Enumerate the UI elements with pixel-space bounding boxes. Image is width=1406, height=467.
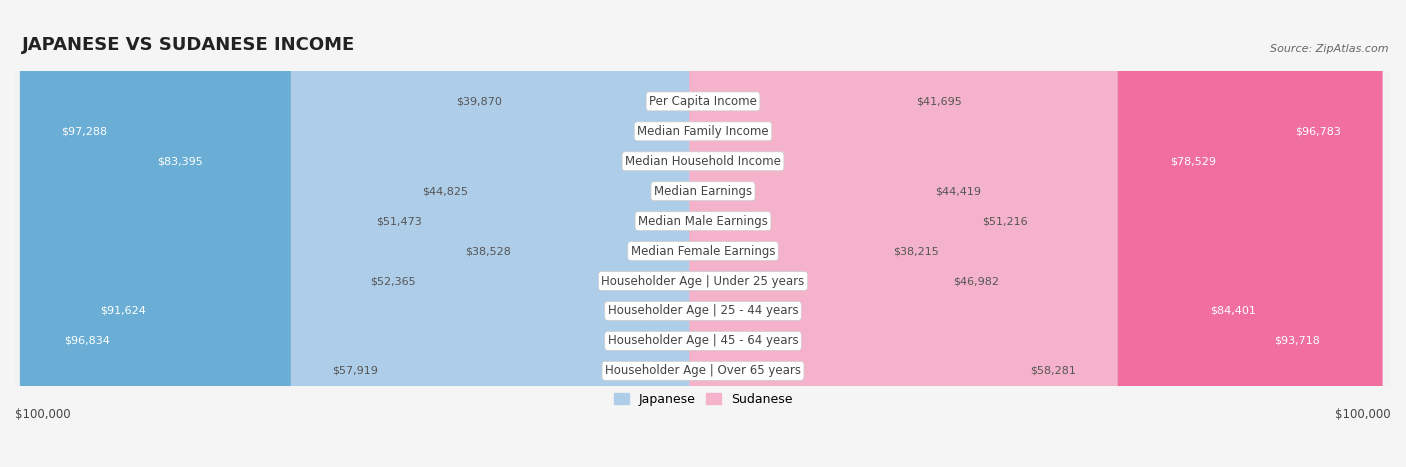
FancyBboxPatch shape [689,0,1257,467]
Text: $96,834: $96,834 [65,336,110,346]
Text: Median Male Earnings: Median Male Earnings [638,215,768,227]
Text: Householder Age | 25 - 44 years: Householder Age | 25 - 44 years [607,304,799,318]
Text: $38,528: $38,528 [465,246,512,256]
Text: Per Capita Income: Per Capita Income [650,95,756,108]
FancyBboxPatch shape [20,0,717,467]
FancyBboxPatch shape [689,0,1361,467]
Text: $93,718: $93,718 [1274,336,1320,346]
Text: Householder Age | Over 65 years: Householder Age | Over 65 years [605,364,801,377]
Text: Per Capita Income: Per Capita Income [650,95,756,108]
Text: Median Earnings: Median Earnings [654,185,752,198]
Text: Median Earnings: Median Earnings [654,185,752,198]
Text: Householder Age | Over 65 years: Householder Age | Over 65 years [605,364,801,377]
FancyBboxPatch shape [59,0,717,467]
Text: $39,870: $39,870 [456,96,502,106]
FancyBboxPatch shape [689,0,1004,467]
Text: Median Household Income: Median Household Income [626,155,780,168]
Text: $78,529: $78,529 [1170,156,1216,166]
Text: $100,000: $100,000 [1336,408,1391,421]
Text: Median Female Earnings: Median Female Earnings [631,245,775,258]
FancyBboxPatch shape [689,0,1298,467]
Text: $52,365: $52,365 [370,276,416,286]
Text: $44,825: $44,825 [422,186,468,196]
Text: $38,215: $38,215 [893,246,938,256]
FancyBboxPatch shape [689,0,980,467]
Text: Median Family Income: Median Family Income [637,125,769,138]
Text: $96,783: $96,783 [1295,127,1341,136]
Text: $44,419: $44,419 [935,186,981,196]
FancyBboxPatch shape [22,0,717,467]
Text: $100,000: $100,000 [15,408,70,421]
Text: $84,401: $84,401 [1211,306,1256,316]
Text: $97,288: $97,288 [62,127,107,136]
Text: Householder Age | 25 - 44 years: Householder Age | 25 - 44 years [607,304,799,318]
FancyBboxPatch shape [689,0,1382,467]
FancyBboxPatch shape [291,0,717,467]
Text: Householder Age | Under 25 years: Householder Age | Under 25 years [602,275,804,288]
Text: Median Household Income: Median Household Income [626,155,780,168]
Text: Median Female Earnings: Median Female Earnings [631,245,775,258]
FancyBboxPatch shape [415,0,717,467]
Text: $57,919: $57,919 [332,366,378,376]
Text: Householder Age | Under 25 years: Householder Age | Under 25 years [602,275,804,288]
Text: $58,281: $58,281 [1031,366,1077,376]
FancyBboxPatch shape [689,0,1118,467]
Text: $51,473: $51,473 [377,216,422,226]
FancyBboxPatch shape [425,0,717,467]
FancyBboxPatch shape [329,0,717,467]
FancyBboxPatch shape [689,0,1022,467]
Text: Householder Age | 45 - 64 years: Householder Age | 45 - 64 years [607,334,799,347]
FancyBboxPatch shape [115,0,717,467]
Text: JAPANESE VS SUDANESE INCOME: JAPANESE VS SUDANESE INCOME [22,36,356,54]
Text: $91,624: $91,624 [100,306,146,316]
Text: Median Family Income: Median Family Income [637,125,769,138]
Text: $51,216: $51,216 [983,216,1028,226]
FancyBboxPatch shape [381,0,717,467]
FancyBboxPatch shape [689,0,1040,467]
Text: Householder Age | 45 - 64 years: Householder Age | 45 - 64 years [607,334,799,347]
Legend: Japanese, Sudanese: Japanese, Sudanese [609,388,797,411]
Text: $46,982: $46,982 [953,276,998,286]
Text: $41,695: $41,695 [917,96,962,106]
Text: $83,395: $83,395 [156,156,202,166]
Text: Source: ZipAtlas.com: Source: ZipAtlas.com [1270,44,1388,54]
FancyBboxPatch shape [689,0,1069,467]
FancyBboxPatch shape [335,0,717,467]
Text: Median Male Earnings: Median Male Earnings [638,215,768,227]
